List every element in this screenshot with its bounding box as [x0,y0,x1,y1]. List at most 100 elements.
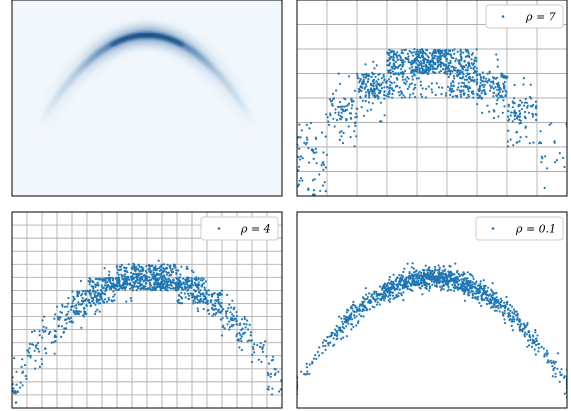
scatter-point [134,281,137,284]
scatter-point [308,127,311,130]
scatter-point [388,69,391,72]
scatter-point [216,296,220,299]
scatter-point [410,266,413,269]
scatter-point [327,120,330,123]
scatter-point [436,65,439,68]
scatter-point [148,282,151,285]
scatter-point [378,84,381,87]
scatter-point [153,285,156,288]
scatter-point [497,93,500,96]
scatter-point [397,58,400,61]
scatter-point [503,87,506,90]
scatter-point [407,60,410,64]
scatter-point [380,298,383,302]
scatter-point [125,280,128,283]
scatter-point [419,80,422,83]
scatter-point [556,367,559,370]
scatter-point [458,62,461,65]
scatter-point [176,287,180,290]
scatter-point [267,385,270,388]
scatter-point [36,342,40,345]
scatter-point [456,276,459,279]
scatter-point [111,276,114,279]
scatter-point [355,112,358,115]
scatter-point [204,280,207,283]
scatter-point [65,327,68,330]
panel-rho-0-1-frame [296,211,568,409]
scatter-point [511,318,514,321]
scatter-point [178,294,181,297]
scatter-point [129,275,132,278]
legend-marker-rho-0-1 [491,227,495,230]
scatter-point [163,286,166,289]
scatter-point [534,331,537,334]
scatter-point [534,337,538,340]
scatter-point [393,296,396,299]
scatter-point [340,337,343,340]
scatter-point [363,87,366,90]
scatter-point [212,308,215,311]
scatter-point [197,287,200,291]
scatter-point [292,391,294,393]
scatter-point [469,273,472,276]
scatter-point [238,346,241,349]
scatter-point [507,129,510,132]
scatter-point [416,281,419,284]
scatter-point [161,280,164,283]
scatter-point [175,269,178,272]
scatter-point [85,297,88,301]
scatter-point [449,53,452,56]
scatter-point [475,280,478,283]
scatter-point [387,290,390,293]
scatter-point [535,339,539,343]
scatter-point [79,279,82,283]
scatter-point [537,343,540,346]
scatter-point [389,75,392,78]
scatter-point [469,287,472,290]
scatter-point [385,294,388,297]
scatter-point [162,274,165,277]
scatter-point [449,61,452,64]
scatter-point [387,95,390,98]
scatter-point [121,277,124,280]
scatter-point [450,88,453,91]
scatter-point [369,299,372,302]
scatter-point [340,130,343,133]
scatter-point [308,161,311,164]
scatter-point [535,113,538,116]
scatter-point [128,282,132,285]
scatter-point [519,325,522,328]
scatter-point [428,275,431,278]
scatter-point [327,344,330,347]
scatter-point [342,336,345,339]
scatter-point [155,286,158,290]
scatter-point [470,53,473,56]
scatter-point [436,280,439,283]
scatter-point [456,286,459,289]
scatter-point [434,55,438,58]
scatter-point [57,325,61,328]
scatter-point [144,276,147,279]
scatter-point [117,276,120,279]
scatter-point [501,90,504,93]
scatter-point [503,318,506,321]
scatter-point [345,335,348,338]
scatter-point [334,108,337,111]
scatter-point [444,56,447,59]
scatter-point [552,367,555,371]
scatter-point [40,363,44,366]
scatter-point [451,278,454,281]
scatter-point [373,72,376,75]
scatter-point [315,162,318,165]
scatter-point [508,312,511,315]
scatter-point [401,59,404,62]
panel-density-frame [11,0,283,197]
scatter-point [120,268,123,271]
scatter-point [468,291,471,294]
scatter-point [528,344,531,347]
scatter-point [404,56,407,59]
scatter-point [534,100,538,103]
scatter-point [333,125,336,128]
scatter-point [94,283,97,286]
scatter-point [450,84,453,87]
